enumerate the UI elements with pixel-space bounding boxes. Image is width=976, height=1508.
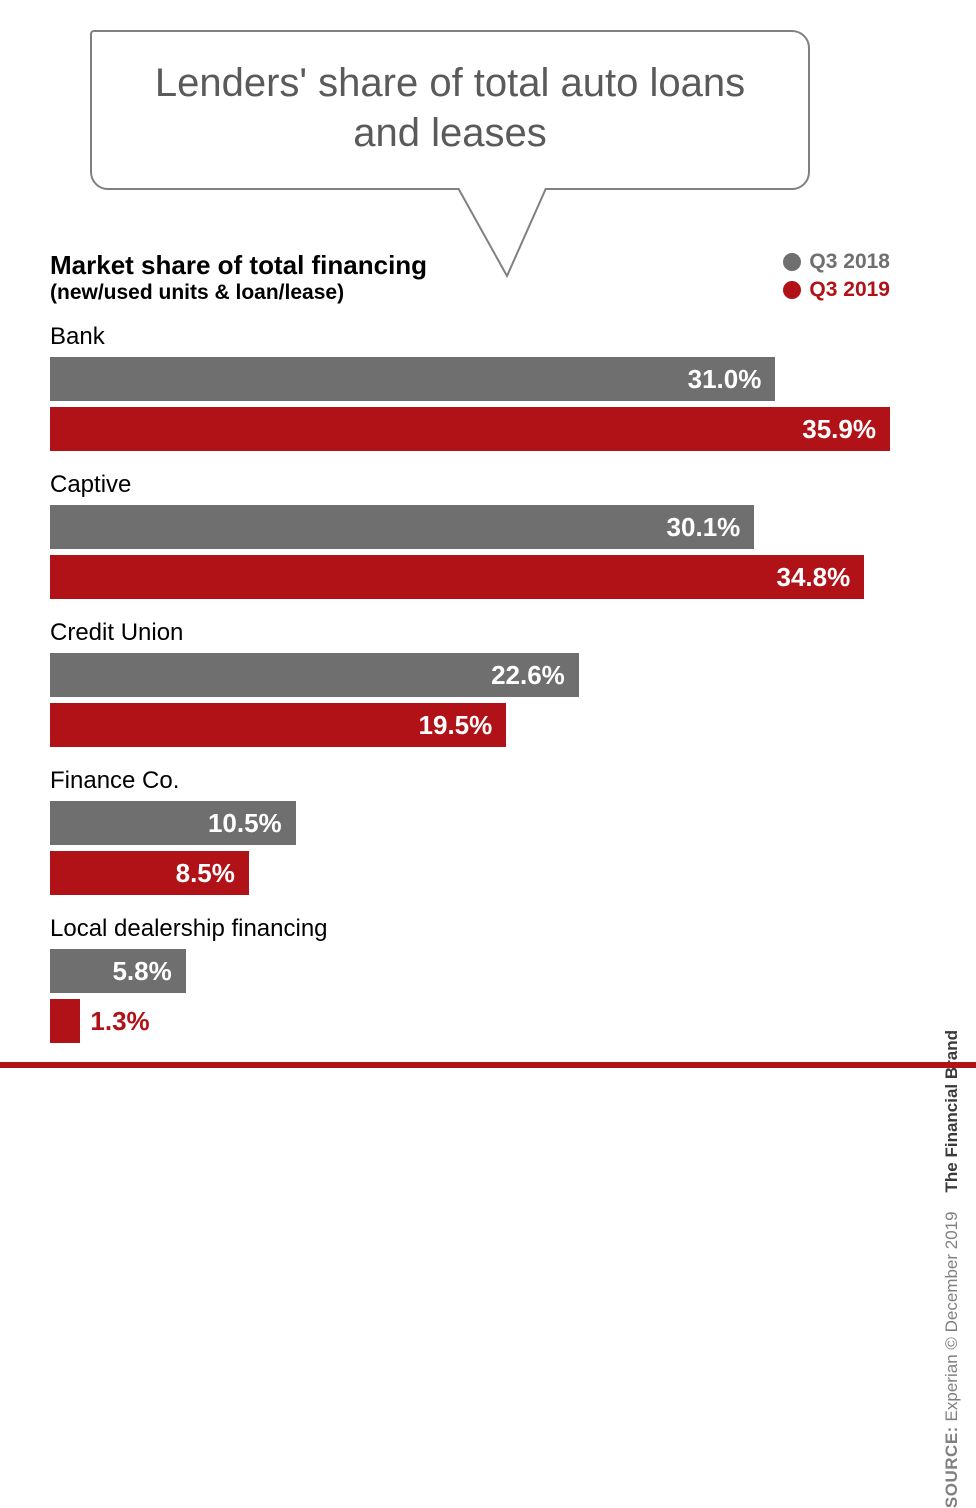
bar-group: Finance Co. 10.5% 8.5% [50,767,890,895]
legend: Q3 2018 Q3 2019 [783,250,890,306]
category-label: Credit Union [50,619,890,647]
bar-value-label: 19.5% [419,710,493,741]
bar-value-label: 35.9% [802,414,876,445]
bar: 30.1% [50,505,754,549]
legend-item: Q3 2019 [783,278,890,302]
source-credit: SOURCE: Experian © December 2019 The Fin… [942,1030,962,1508]
bar: 10.5% [50,801,296,845]
bar-group: Local dealership financing 5.8% 1.3% [50,915,890,1043]
source-text-value: Experian © December 2019 [942,1211,961,1421]
bar-value-label: 31.0% [688,364,762,395]
chart-container: Lenders' share of total auto loans and l… [50,30,890,1063]
bar-value-label: 5.8% [112,956,171,987]
bubble-title-text: Lenders' share of total auto loans and l… [155,61,745,155]
bar-group: Captive 30.1% 34.8% [50,471,890,599]
bar-value-label: 1.3% [90,1006,149,1037]
bar: 1.3% [50,999,80,1043]
bar-value-label: 22.6% [491,660,565,691]
bar: 8.5% [50,851,249,895]
bar: 35.9% [50,407,890,451]
category-label: Finance Co. [50,767,890,795]
source-brand: The Financial Brand [942,1030,961,1192]
category-label: Bank [50,323,890,351]
subtitle-line-1: Market share of total financing [50,250,890,281]
bar-group: Bank 31.0% 35.9% [50,323,890,451]
bar: 19.5% [50,703,506,747]
category-label: Local dealership financing [50,915,890,943]
bar: 31.0% [50,357,775,401]
bar-value-label: 10.5% [208,808,282,839]
bar-value-label: 34.8% [777,562,851,593]
subtitle-line-2: (new/used units & loan/lease) [50,281,890,305]
legend-swatch-icon [783,281,801,299]
bar-group: Credit Union 22.6% 19.5% [50,619,890,747]
bar: 34.8% [50,555,864,599]
bar-value-label: 8.5% [176,858,235,889]
legend-label: Q3 2018 [809,250,890,274]
category-label: Captive [50,471,890,499]
legend-label: Q3 2019 [809,278,890,302]
bottom-accent-rule [0,1062,976,1068]
subtitle-and-legend: Market share of total financing (new/use… [50,250,890,305]
bar-value-label: 30.1% [667,512,741,543]
bar-groups: Bank 31.0% 35.9% Captive 30.1% 34.8% Credit Un… [50,323,890,1043]
bar: 5.8% [50,949,186,993]
bar: 22.6% [50,653,579,697]
legend-item: Q3 2018 [783,250,890,274]
title-speech-bubble: Lenders' share of total auto loans and l… [90,30,810,190]
legend-swatch-icon [783,253,801,271]
source-label: SOURCE: [942,1426,961,1508]
